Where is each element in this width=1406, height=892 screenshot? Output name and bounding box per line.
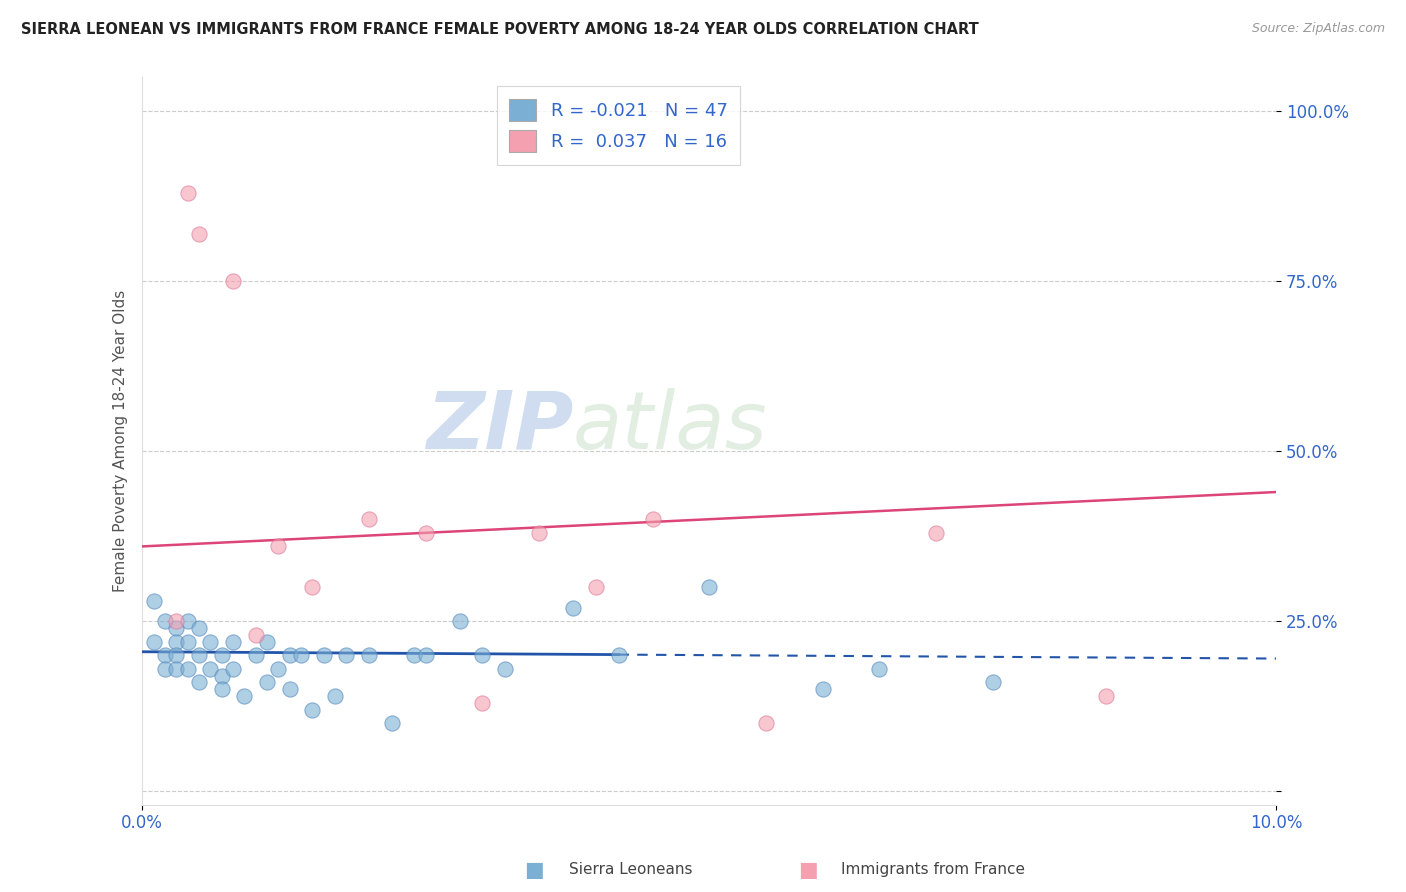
- Point: [357, 648, 380, 662]
- Point: [142, 594, 165, 608]
- Point: [404, 648, 426, 662]
- Point: [222, 662, 245, 676]
- Legend: R = -0.021   N = 47, R =  0.037   N = 16: R = -0.021 N = 47, R = 0.037 N = 16: [496, 87, 741, 165]
- Point: [267, 540, 290, 554]
- Point: [176, 186, 198, 200]
- Point: [165, 621, 187, 635]
- Point: [415, 648, 437, 662]
- Point: [153, 614, 176, 628]
- Point: [278, 682, 301, 697]
- Text: SIERRA LEONEAN VS IMMIGRANTS FROM FRANCE FEMALE POVERTY AMONG 18-24 YEAR OLDS CO: SIERRA LEONEAN VS IMMIGRANTS FROM FRANCE…: [21, 22, 979, 37]
- Point: [267, 662, 290, 676]
- Point: [188, 675, 211, 690]
- Point: [200, 662, 222, 676]
- Point: [562, 600, 585, 615]
- Text: Source: ZipAtlas.com: Source: ZipAtlas.com: [1251, 22, 1385, 36]
- Point: [165, 648, 187, 662]
- Point: [278, 648, 301, 662]
- Point: [142, 634, 165, 648]
- Point: [312, 648, 335, 662]
- Text: atlas: atlas: [574, 387, 768, 466]
- Point: [381, 716, 404, 731]
- Point: [176, 634, 198, 648]
- Point: [211, 648, 233, 662]
- Point: [301, 702, 323, 716]
- Point: [153, 648, 176, 662]
- Point: [165, 614, 187, 628]
- Point: [323, 689, 346, 703]
- Point: [233, 689, 256, 703]
- Point: [245, 628, 267, 642]
- Point: [176, 614, 198, 628]
- Point: [471, 696, 494, 710]
- Y-axis label: Female Poverty Among 18-24 Year Olds: Female Poverty Among 18-24 Year Olds: [114, 290, 128, 592]
- Text: Sierra Leoneans: Sierra Leoneans: [569, 863, 693, 877]
- Point: [925, 525, 948, 540]
- Point: [471, 648, 494, 662]
- Point: [335, 648, 357, 662]
- Point: [211, 682, 233, 697]
- Text: Immigrants from France: Immigrants from France: [841, 863, 1025, 877]
- Text: ■: ■: [524, 860, 544, 880]
- Text: ZIP: ZIP: [426, 387, 574, 466]
- Point: [188, 621, 211, 635]
- Point: [607, 648, 630, 662]
- Point: [415, 525, 437, 540]
- Point: [211, 668, 233, 682]
- Point: [153, 662, 176, 676]
- Point: [697, 580, 720, 594]
- Point: [357, 512, 380, 526]
- Point: [449, 614, 471, 628]
- Point: [256, 675, 278, 690]
- Point: [494, 662, 516, 676]
- Point: [755, 716, 778, 731]
- Point: [868, 662, 890, 676]
- Point: [641, 512, 664, 526]
- Point: [527, 525, 550, 540]
- Point: [165, 634, 187, 648]
- Point: [585, 580, 607, 594]
- Point: [188, 227, 211, 241]
- Point: [222, 634, 245, 648]
- Point: [290, 648, 312, 662]
- Point: [811, 682, 834, 697]
- Point: [200, 634, 222, 648]
- Point: [176, 662, 198, 676]
- Point: [165, 662, 187, 676]
- Point: [256, 634, 278, 648]
- Point: [222, 274, 245, 288]
- Point: [188, 648, 211, 662]
- Point: [301, 580, 323, 594]
- Text: ■: ■: [799, 860, 818, 880]
- Point: [1095, 689, 1118, 703]
- Point: [981, 675, 1004, 690]
- Point: [245, 648, 267, 662]
